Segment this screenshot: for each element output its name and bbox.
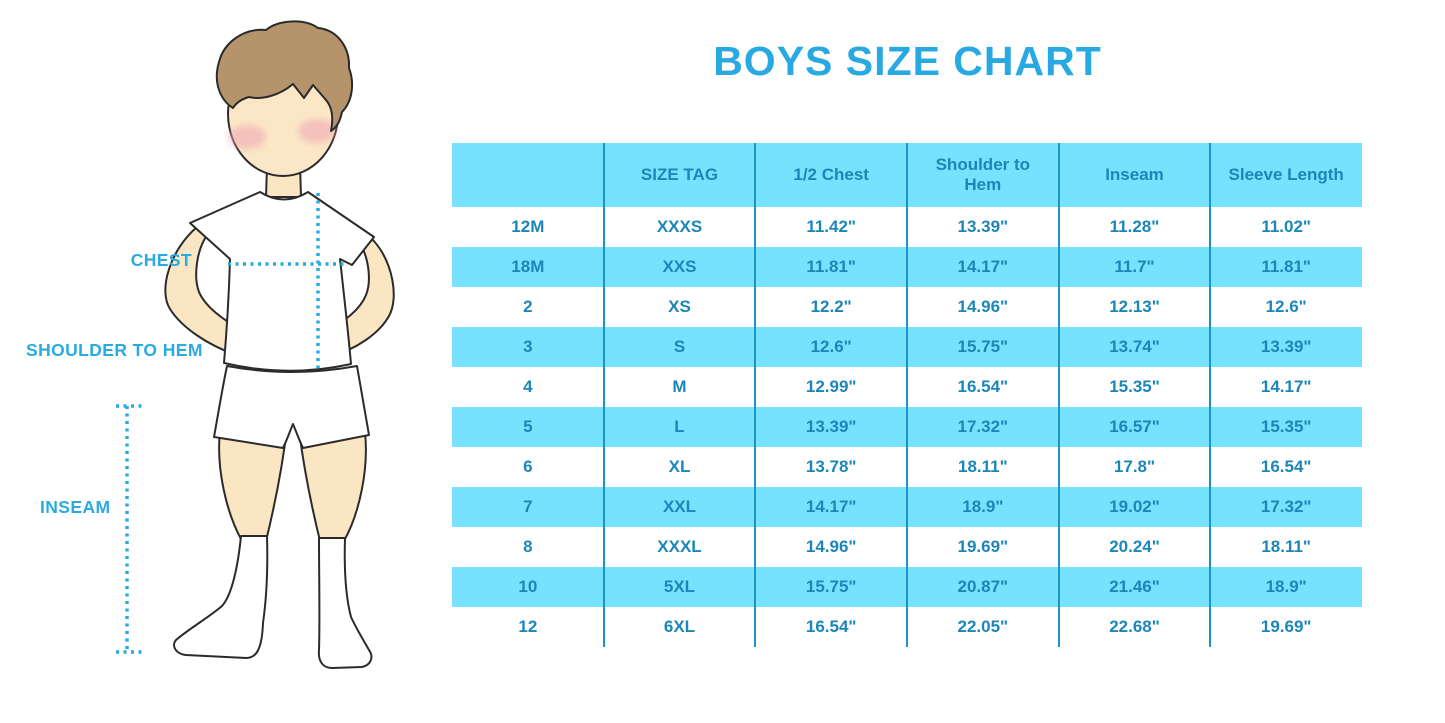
size-tag-cell: XS [668,297,691,317]
shoulder-to-hem-cell: 22.05" [957,617,1009,637]
size-cell: 4 [523,377,533,397]
half-chest-cell: 13.78" [805,457,857,477]
table-row-12: 12 6XL 16.54" 22.05" 22.68" 19.69" [452,607,1362,647]
right-sock [317,537,373,669]
size-tag-cell: L [674,417,685,437]
size-cell: 7 [523,497,533,517]
inseam-cell: 15.35" [1109,377,1160,397]
size-tag-cell: XXS [662,257,697,277]
shoulder-to-hem-cell: 18.9" [962,497,1004,517]
table-row-10: 10 5XL 15.75" 20.87" 21.46" 18.9" [452,567,1362,607]
sleeve-length-cell: 11.81" [1261,257,1311,277]
half-chest-cell: 11.81" [806,257,856,277]
table-row-2: 2 XS 12.2" 14.96" 12.13" 12.6" [452,287,1362,327]
size-cell: 5 [523,417,533,437]
half-chest-cell: 16.54" [805,617,857,637]
table-row-8: 8 XXXL 14.96" 19.69" 20.24" 18.11" [452,527,1362,567]
page-title: BOYS SIZE CHART [713,38,1102,84]
sleeve-length-cell: 19.69" [1260,617,1312,637]
sleeve-length-cell: 15.35" [1260,417,1312,437]
half-chest-cell: 11.42" [806,217,856,237]
inseam-label: INSEAM [40,497,111,517]
table-row-12m: 12M XXXS 11.42" 13.39" 11.28" 11.02" [452,207,1362,247]
inseam-cell: 22.68" [1109,617,1160,637]
inseam-cell: 21.46" [1109,577,1160,597]
table-row-6: 6 XL 13.78" 18.11" 17.8" 16.54" [452,447,1362,487]
half-chest-cell: 15.75" [805,577,857,597]
left-sock [173,535,269,659]
table-header-row: SIZE TAG 1/2 Chest Shoulder to Hem Insea… [452,143,1362,207]
sleeve-length-cell: 14.17" [1260,377,1312,397]
half-chest-cell: 14.96" [805,537,857,557]
half-chest-cell: 12.6" [810,337,852,357]
size-cell: 6 [523,457,533,477]
size-cell: 12 [518,617,538,637]
shoulder-to-hem-cell: 17.32" [957,417,1009,437]
header-cell-half-chest: 1/2 Chest [793,165,869,185]
size-table: SIZE TAG 1/2 Chest Shoulder to Hem Insea… [452,143,1362,647]
inseam-cell: 11.28" [1109,217,1160,237]
table-row-3: 3 S 12.6" 15.75" 13.74" 13.39" [452,327,1362,367]
size-tag-cell: XXL [662,497,697,517]
shoulder-to-hem-cell: 13.39" [957,217,1009,237]
sleeve-length-cell: 16.54" [1260,457,1312,477]
shoulder-to-hem-cell: 14.96" [957,297,1009,317]
inseam-cell: 17.8" [1113,457,1156,477]
sleeve-length-cell: 18.9" [1265,577,1307,597]
sleeve-length-cell: 12.6" [1265,297,1307,317]
shorts [213,365,370,449]
hair [215,20,354,132]
size-tag-cell: 6XL [663,617,696,637]
header-cell-shoulder-to-hem: Shoulder to Hem [935,155,1031,194]
inseam-cell: 19.02" [1109,497,1160,517]
size-cell: 2 [523,297,533,317]
half-chest-cell: 13.39" [805,417,857,437]
right-cheek-blush [298,119,336,143]
size-cell: 18M [511,257,545,277]
shoulder-to-hem-cell: 14.17" [957,257,1009,277]
table-row-18m: 18M XXS 11.81" 14.17" 11.7" 11.81" [452,247,1362,287]
size-cell: 3 [523,337,533,357]
half-chest-cell: 12.99" [805,377,857,397]
inseam-cell: 12.13" [1109,297,1160,317]
size-tag-cell: XXXS [656,217,703,237]
left-cheek-blush [228,125,266,149]
shoulder-to-hem-cell: 15.75" [957,337,1009,357]
shoulder-to-hem-cell: 20.87" [957,577,1009,597]
header-cell-blank [452,143,604,207]
sleeve-length-cell: 13.39" [1260,337,1312,357]
sleeve-length-cell: 18.11" [1261,537,1311,557]
header-cell-inseam: Inseam [1105,165,1164,185]
inseam-cell: 16.57" [1109,417,1160,437]
t-shirt [189,191,375,372]
table-row-7: 7 XXL 14.17" 18.9" 19.02" 17.32" [452,487,1362,527]
size-tag-cell: XL [668,457,691,477]
boy-illustration [116,20,395,669]
chest-label: CHEST [130,250,192,270]
measurement-figure: CHEST SHOULDER TO HEM INSEAM [0,0,450,723]
half-chest-cell: 14.17" [805,497,857,517]
header-cell-sleeve-length: Sleeve Length [1228,165,1344,185]
inseam-cell: 13.74" [1109,337,1160,357]
shoulder-to-hem-cell: 18.11" [957,457,1008,477]
header-cell-size-tag: SIZE TAG [640,165,719,185]
size-tag-cell: XXXL [657,537,702,557]
size-tag-cell: S [673,337,686,357]
size-cell: 12M [511,217,545,237]
half-chest-cell: 12.2" [810,297,852,317]
table-row-4: 4 M 12.99" 16.54" 15.35" 14.17" [452,367,1362,407]
table-row-5: 5 L 13.39" 17.32" 16.57" 15.35" [452,407,1362,447]
size-cell: 10 [518,577,538,597]
inseam-cell: 11.7" [1114,257,1155,277]
inseam-cell: 20.24" [1109,537,1160,557]
shoulder-to-hem-label: SHOULDER TO HEM [26,340,203,360]
sleeve-length-cell: 17.32" [1260,497,1312,517]
size-tag-cell: 5XL [663,577,696,597]
size-tag-cell: M [672,377,687,397]
size-cell: 8 [523,537,533,557]
shoulder-to-hem-cell: 16.54" [957,377,1009,397]
shoulder-to-hem-cell: 19.69" [957,537,1009,557]
sleeve-length-cell: 11.02" [1261,217,1311,237]
